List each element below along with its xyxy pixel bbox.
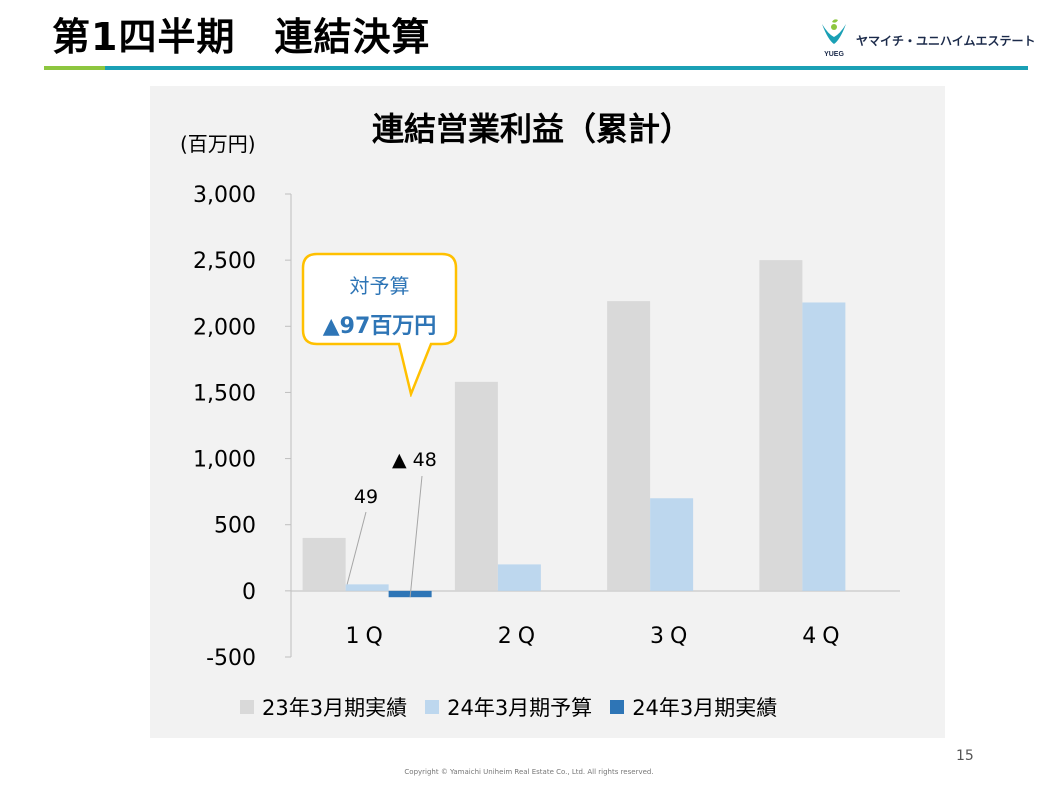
- title-underline-bar: [105, 66, 1028, 70]
- x-category-label: 1Q: [345, 624, 388, 649]
- y-tick-label: 2,500: [193, 249, 256, 274]
- callout-value: ▲97百万円: [322, 314, 437, 339]
- title-underline: [44, 66, 1028, 70]
- chart-title: 連結営業利益（累計）: [372, 110, 693, 148]
- company-name: ヤマイチ・ユニハイムエステート: [856, 34, 1036, 48]
- y-tick-label: 0: [242, 580, 256, 605]
- logo-text: YUEG: [824, 51, 844, 58]
- data-label: ▲ 48: [392, 449, 437, 471]
- y-tick-label: 1,000: [193, 448, 256, 473]
- callout-bubble: [301, 252, 458, 397]
- bar-series1-1Q: [345, 584, 389, 591]
- x-category-label: 4Q: [802, 624, 845, 649]
- y-tick-label: 2,000: [193, 315, 256, 340]
- legend-label: 23年3月期実績: [262, 696, 408, 720]
- legend-item: 24年3月期実績: [610, 692, 777, 722]
- legend-label: 24年3月期予算: [447, 696, 593, 720]
- page-number: 15: [956, 748, 974, 764]
- legend-swatch: [240, 700, 254, 714]
- legend-item: 23年3月期実績: [240, 692, 407, 722]
- slide-title: 第1四半期 連結決算: [52, 15, 431, 59]
- legend-swatch: [610, 700, 625, 714]
- y-axis-unit-label: (百万円): [180, 132, 256, 156]
- legend-item: 24年3月期予算: [425, 692, 592, 722]
- company-brand: YUEG ヤマイチ・ユニハイムエステート: [818, 18, 1038, 64]
- copyright-notice: Copyright © Yamaichi Uniheim Real Estate…: [404, 768, 654, 776]
- title-underline-accent: [44, 66, 105, 70]
- budget-variance-callout: 対予算 ▲97百万円: [301, 252, 458, 397]
- bar-series1-2Q: [497, 564, 541, 591]
- company-logo-icon: YUEG: [822, 19, 846, 58]
- chart-legend: 23年3月期実績 24年3月期予算 24年3月期実績: [240, 692, 795, 722]
- callout-border: [301, 252, 458, 397]
- x-category-label: 3Q: [650, 624, 693, 649]
- x-category-label: 2Q: [498, 624, 541, 649]
- callout-label: 対予算: [349, 274, 410, 298]
- bar-series0-3Q: [607, 301, 651, 591]
- data-label-leader: [409, 475, 423, 598]
- y-tick-label: 500: [214, 514, 256, 539]
- y-tick-label: -500: [206, 646, 256, 671]
- data-label-leader: [346, 511, 367, 585]
- bar-series1-3Q: [650, 498, 694, 591]
- legend-swatch: [425, 700, 440, 714]
- bar-series0-4Q: [759, 260, 803, 591]
- bar-series0-1Q: [302, 537, 346, 591]
- y-tick-label: 1,500: [193, 381, 256, 406]
- bar-series0-2Q: [454, 381, 498, 591]
- bar-series1-4Q: [802, 302, 846, 591]
- y-tick-label: 3,000: [193, 183, 256, 208]
- data-label: 49: [354, 486, 378, 508]
- legend-label: 24年3月期実績: [632, 696, 778, 720]
